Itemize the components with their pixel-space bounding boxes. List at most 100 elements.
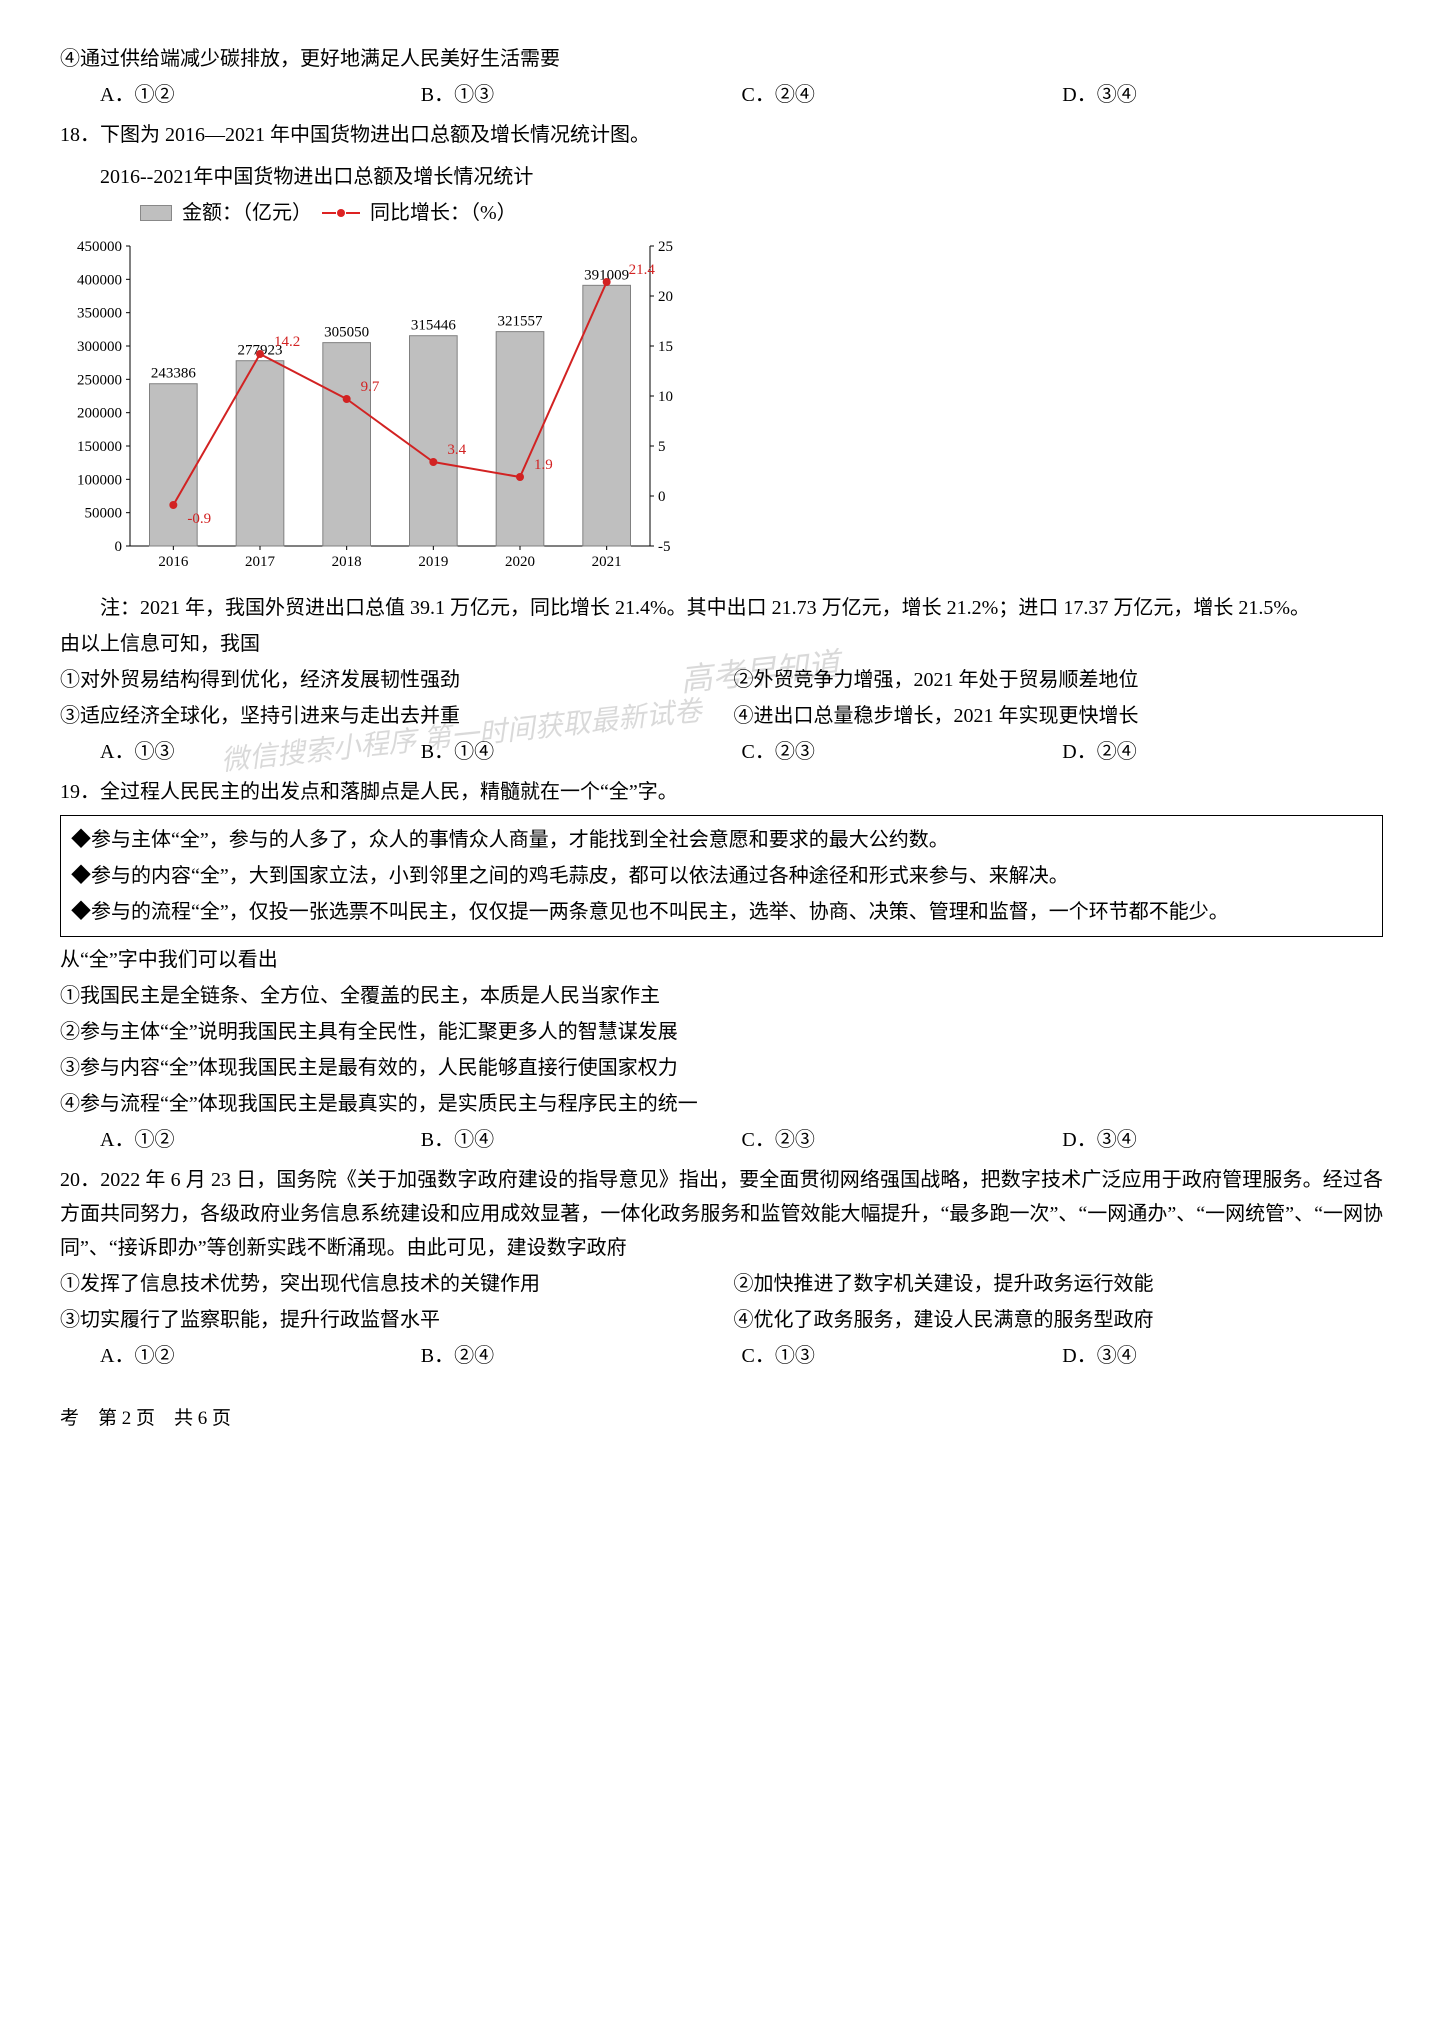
q20-s4: ④优化了政务服务，建设人民满意的服务型政府	[734, 1303, 1384, 1337]
svg-text:350000: 350000	[77, 306, 122, 322]
svg-text:3.4: 3.4	[447, 442, 466, 458]
q18-stem: 18．下图为 2016—2021 年中国货物进出口总额及增长情况统计图。	[60, 118, 1383, 152]
q20-opt-c-val: ①③	[775, 1345, 815, 1367]
svg-text:0: 0	[658, 489, 666, 505]
opt-c: C．②④	[742, 78, 1063, 112]
svg-text:321557: 321557	[498, 314, 544, 330]
q20-statements-34: ③切实履行了监察职能，提升行政监督水平 ④优化了政务服务，建设人民满意的服务型政…	[60, 1303, 1383, 1337]
q18-opt-d-val: ②④	[1097, 741, 1137, 763]
q18-statements-12: ①对外贸易结构得到优化，经济发展韧性强劲 ②外贸竞争力增强，2021 年处于贸易…	[60, 663, 1383, 697]
q19-opt-c-val: ②③	[775, 1129, 815, 1151]
svg-text:10: 10	[658, 389, 673, 405]
q18-legend: 金额：（亿元） 同比增长：（%）	[140, 196, 1383, 230]
svg-text:1.9: 1.9	[534, 457, 553, 473]
svg-text:2019: 2019	[418, 554, 448, 570]
q18-note: 注：2021 年，我国外贸进出口总值 39.1 万亿元，同比增长 21.4%。其…	[60, 591, 1383, 625]
q18-opt-b: B．①④	[421, 735, 742, 769]
q19-box-1: ◆参与主体“全”，参与的人多了，众人的事情众人商量，才能找到全社会意愿和要求的最…	[71, 822, 1372, 858]
q20-opt-b-val: ②④	[454, 1345, 494, 1367]
svg-text:50000: 50000	[85, 506, 123, 522]
svg-text:15: 15	[658, 339, 673, 355]
svg-text:20: 20	[658, 289, 673, 305]
q19-box: ◆参与主体“全”，参与的人多了，众人的事情众人商量，才能找到全社会意愿和要求的最…	[60, 815, 1383, 937]
q20-opt-a: A．①②	[100, 1339, 421, 1373]
intro-statement-4: ④通过供给端减少碳排放，更好地满足人民美好生活需要	[60, 42, 1383, 76]
svg-text:100000: 100000	[77, 472, 122, 488]
q18-statements-34: ③适应经济全球化，坚持引进来与走出去并重 ④进出口总量稳步增长，2021 年实现…	[60, 699, 1383, 733]
q18-s1: ①对外贸易结构得到优化，经济发展韧性强劲	[60, 663, 710, 697]
svg-text:21.4: 21.4	[629, 262, 656, 278]
q19-lead: 从“全”字中我们可以看出	[60, 943, 1383, 977]
q19-box-3: ◆参与的流程“全”，仅投一张选票不叫民主，仅仅提一两条意见也不叫民主，选举、协商…	[71, 894, 1372, 930]
svg-text:243386: 243386	[151, 366, 197, 382]
q19-opt-d-val: ③④	[1097, 1129, 1137, 1151]
q20-opt-c: C．①③	[742, 1339, 1063, 1373]
q20-statements-12: ①发挥了信息技术优势，突出现代信息技术的关键作用 ②加快推进了数字机关建设，提升…	[60, 1267, 1383, 1301]
q18-opt-c-val: ②③	[775, 741, 815, 763]
q18-chart-block: 2016--2021年中国货物进出口总额及增长情况统计 金额：（亿元） 同比增长…	[60, 160, 1383, 587]
svg-text:300000: 300000	[77, 339, 122, 355]
q18-s2: ②外贸竞争力增强，2021 年处于贸易顺差地位	[734, 663, 1384, 697]
q19-opt-b-val: ①④	[454, 1129, 494, 1151]
opt-b: B．①③	[421, 78, 742, 112]
svg-text:305050: 305050	[324, 325, 369, 341]
q19-s1: ①我国民主是全链条、全方位、全覆盖的民主，本质是人民当家作主	[60, 979, 1383, 1013]
svg-text:2018: 2018	[332, 554, 362, 570]
q19-opt-d: D．③④	[1062, 1123, 1383, 1157]
q20-options: A．①② B．②④ C．①③ D．③④	[100, 1339, 1383, 1373]
q19-opt-c: C．②③	[742, 1123, 1063, 1157]
q20-s2: ②加快推进了数字机关建设，提升政务运行效能	[734, 1267, 1384, 1301]
svg-text:14.2: 14.2	[274, 334, 300, 350]
q19-stem: 19．全过程人民民主的出发点和落脚点是人民，精髓就在一个“全”字。	[60, 775, 1383, 809]
intro-options: A．①② B．①③ C．②④ D．③④	[100, 78, 1383, 112]
opt-d-val: ③④	[1097, 84, 1137, 106]
svg-text:400000: 400000	[77, 272, 122, 288]
q20-opt-d-val: ③④	[1097, 1345, 1137, 1367]
svg-text:0: 0	[115, 539, 123, 555]
q19-opt-b: B．①④	[421, 1123, 742, 1157]
q20-s3: ③切实履行了监察职能，提升行政监督水平	[60, 1303, 710, 1337]
svg-text:150000: 150000	[77, 439, 122, 455]
q19-s2: ②参与主体“全”说明我国民主具有全民性，能汇聚更多人的智慧谋发展	[60, 1015, 1383, 1049]
q19-s3: ③参与内容“全”体现我国民主是最有效的，人民能够直接行使国家权力	[60, 1051, 1383, 1085]
q19-opt-a: A．①②	[100, 1123, 421, 1157]
q18-options: A．①③ B．①④ C．②③ D．②④	[100, 735, 1383, 769]
q18-opt-a: A．①③	[100, 735, 421, 769]
q18-chart: 0 50000 100000 150000 200000 250000 300000 3500…	[60, 236, 700, 576]
q20-s1: ①发挥了信息技术优势，突出现代信息技术的关键作用	[60, 1267, 710, 1301]
opt-b-val: ①③	[454, 84, 494, 106]
svg-text:-5: -5	[658, 539, 671, 555]
opt-d: D．③④	[1062, 78, 1383, 112]
svg-text:250000: 250000	[77, 372, 122, 388]
q18-opt-a-val: ①③	[134, 741, 174, 763]
q19-options: A．①② B．①④ C．②③ D．③④	[100, 1123, 1383, 1157]
q20-opt-b: B．②④	[421, 1339, 742, 1373]
q19-box-2: ◆参与的内容“全”，大到国家立法，小到邻里之间的鸡毛蒜皮，都可以依法通过各种途径…	[71, 858, 1372, 894]
svg-text:2016: 2016	[158, 554, 189, 570]
q18-chart-title: 2016--2021年中国货物进出口总额及增长情况统计	[60, 160, 1383, 194]
q18-s3: ③适应经济全球化，坚持引进来与走出去并重	[60, 699, 710, 733]
legend-line-icon	[322, 209, 360, 217]
svg-text:9.7: 9.7	[361, 379, 380, 395]
svg-text:200000: 200000	[77, 406, 122, 422]
q18-opt-b-val: ①④	[454, 741, 494, 763]
q20-opt-a-val: ①②	[134, 1345, 174, 1367]
opt-a: A．①②	[100, 78, 421, 112]
q20-stem: 20．2022 年 6 月 23 日，国务院《关于加强数字政府建设的指导意见》指…	[60, 1163, 1383, 1265]
page-footer: 考 第 2 页 共 6 页	[60, 1403, 1383, 1435]
svg-text:2021: 2021	[592, 554, 622, 570]
svg-text:450000: 450000	[77, 239, 122, 255]
q19-opt-a-val: ①②	[134, 1129, 174, 1151]
q18-opt-c: C．②③	[742, 735, 1063, 769]
q18-opt-d: D．②④	[1062, 735, 1383, 769]
svg-text:2017: 2017	[245, 554, 276, 570]
q18-s4: ④进出口总量稳步增长，2021 年实现更快增长	[734, 699, 1384, 733]
svg-text:2020: 2020	[505, 554, 535, 570]
svg-text:-0.9: -0.9	[187, 511, 211, 527]
svg-text:5: 5	[658, 439, 666, 455]
legend-line-label: 同比增长：（%）	[370, 196, 517, 230]
legend-bar-icon	[140, 205, 172, 221]
opt-a-val: ①②	[134, 84, 174, 106]
svg-text:315446: 315446	[411, 318, 457, 334]
q19-s4: ④参与流程“全”体现我国民主是最真实的，是实质民主与程序民主的统一	[60, 1087, 1383, 1121]
